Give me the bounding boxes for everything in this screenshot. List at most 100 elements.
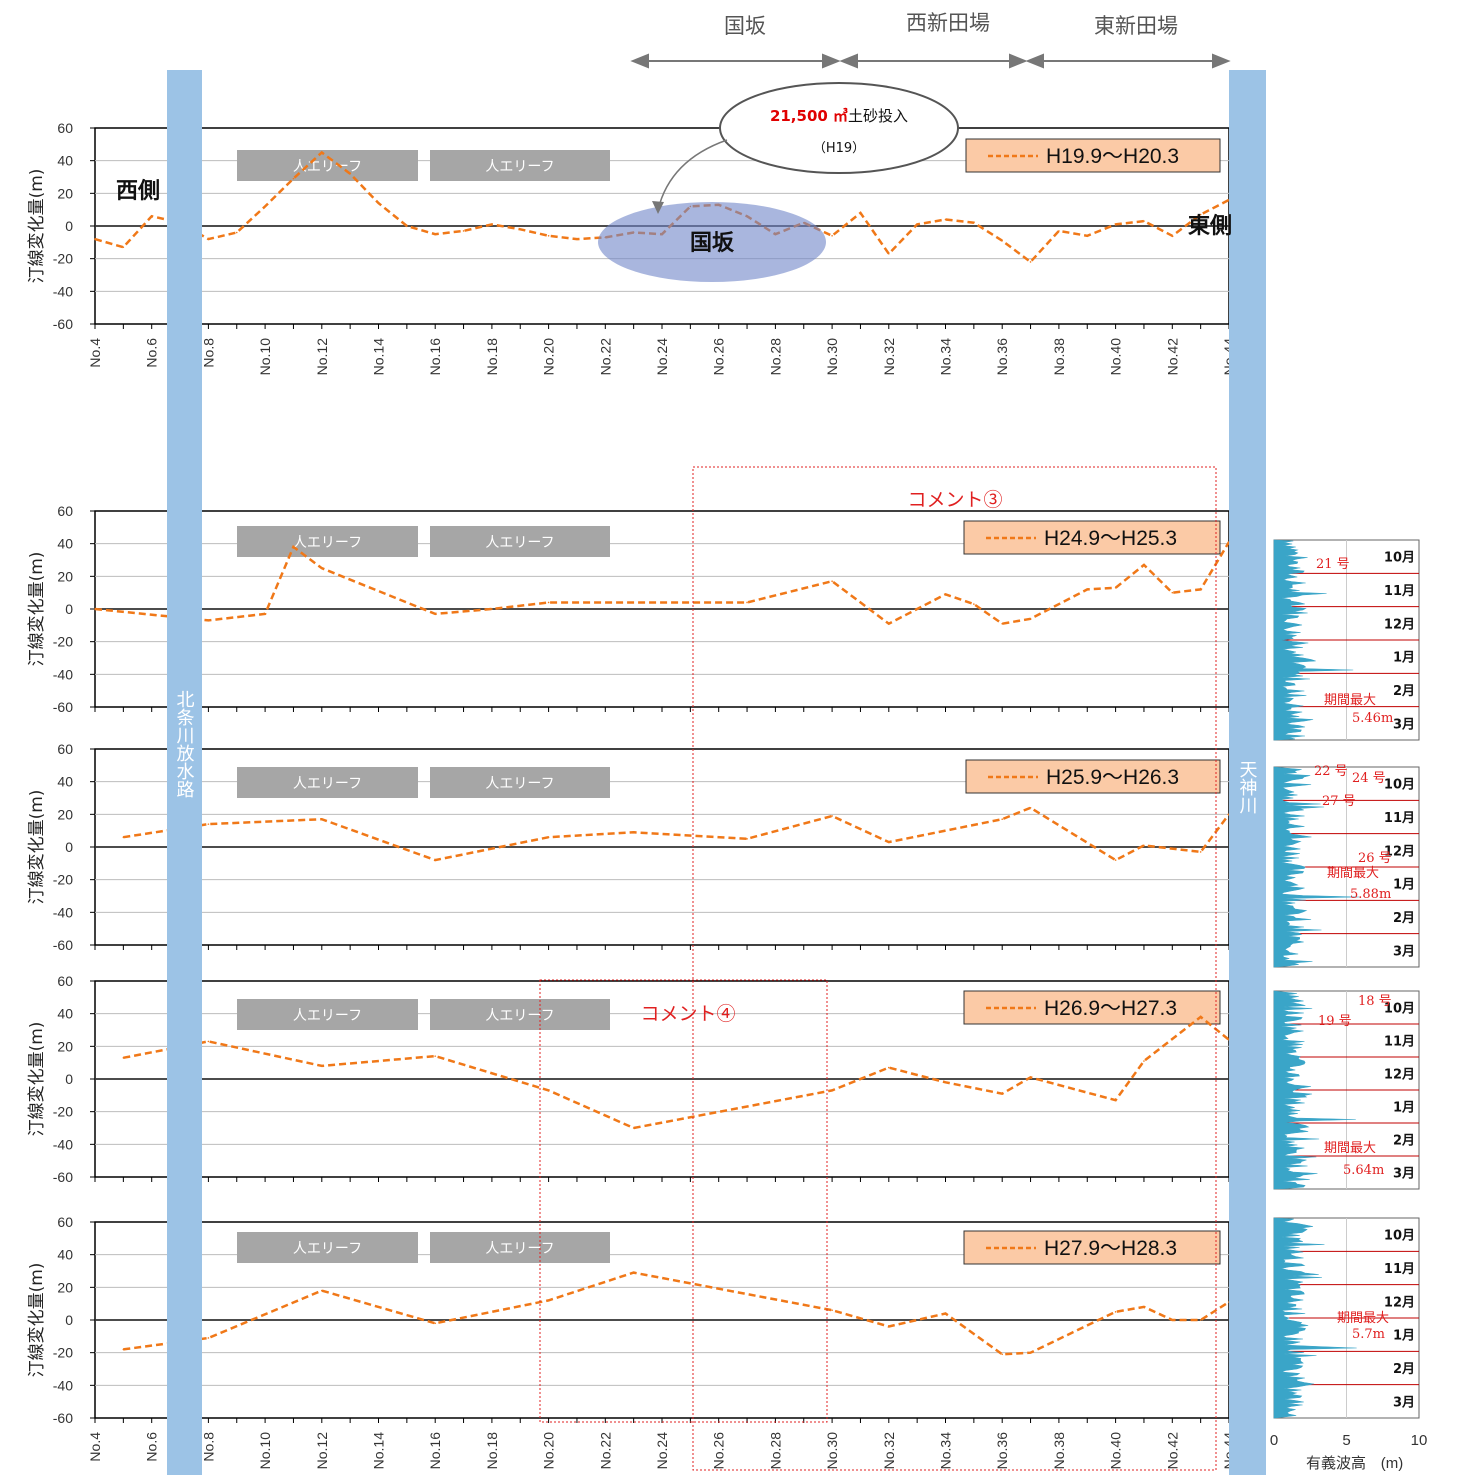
data-point [292,546,295,548]
y-tick-label: -40 [53,1136,73,1152]
data-point [831,815,833,817]
callout-text: 土砂投入 [848,107,908,125]
data-point [1143,844,1145,847]
data-point [321,818,323,821]
y-tick-label: 20 [57,185,73,201]
data-point [122,246,125,249]
month-label: 11月 [1384,584,1415,599]
wave-annotation: 期間最大 [1327,866,1379,881]
y-tick-label: 40 [57,774,73,790]
x-tick-label: No.26 [711,338,727,376]
data-point [122,1348,125,1351]
month-label: 10月 [1384,1002,1415,1017]
x-tick-label: No.8 [200,338,216,368]
y-tick-label: 20 [57,568,73,584]
data-point [434,859,437,861]
wave-annotation: 5.7m [1352,1327,1385,1342]
wave-annotation: 26 号 [1358,851,1392,866]
data-point [746,838,748,840]
data-point [406,225,408,227]
artificial-reef-label: 人エリーフ [293,1008,362,1024]
callout-volume: 21,500 ㎥ [770,107,848,125]
month-label: 2月 [1393,911,1415,926]
artificial-reef [237,150,418,181]
region-label-nishi-shindenba: 西新田場 [906,11,990,35]
svg-text:21,500 ㎥土砂投入: 21,500 ㎥土砂投入 [770,107,908,125]
series-line [123,806,1230,862]
data-point [264,205,266,208]
y-tick-label: -20 [53,634,73,650]
data-point [1001,818,1003,821]
data-point [831,580,833,583]
x-tick-label: No.4 [87,338,103,368]
data-point [859,212,862,214]
data-point [547,235,550,237]
data-point [1086,588,1089,591]
data-point [207,1337,210,1339]
y-axis-label: 汀線変化量(m) [27,790,47,905]
sand-callout: 21,500 ㎥土砂投入 （H19） [652,82,959,214]
data-point [1199,1016,1202,1018]
data-point [434,1055,437,1057]
region-header: 国坂 西新田場 東新田場 [630,11,1231,69]
data-point [1001,239,1003,242]
y-tick-label: 40 [57,1247,73,1263]
data-point [1171,235,1174,237]
month-label: 3月 [1393,1167,1415,1182]
data-point [944,1081,947,1084]
artificial-reef [430,767,610,798]
data-point [888,1066,890,1069]
data-point [1114,223,1117,226]
chart-panel-4: 60 40 20 0 -20 -40 -60 汀線変化量(m) 人エリーフ 人エリーフ H26.9〜… [27,973,1230,1185]
west-side-label: 西側 [116,179,160,204]
data-point [519,228,522,231]
month-label: 12月 [1384,1068,1415,1083]
region-label-higashi-shindenba: 東新田場 [1094,14,1178,38]
x-tick-label: No.8 [200,1432,216,1462]
data-point [1199,851,1202,853]
data-point [1058,230,1060,232]
y-tick-label: -60 [53,699,73,715]
y-tick-label: -40 [53,904,73,920]
artificial-reef-label: 人エリーフ [485,535,554,551]
east-side-label: 東側 [1188,214,1232,239]
data-point [746,601,748,604]
data-point [434,1322,437,1325]
artificial-reef [430,999,610,1030]
data-point [547,601,550,604]
data-point [1199,1319,1202,1321]
wave-annotation: 22 号 [1314,764,1348,779]
data-point [1001,622,1003,625]
x-tick-label: No.14 [371,1432,387,1470]
legend-label: H26.9〜H27.3 [1044,997,1177,1020]
artificial-reef [237,999,418,1030]
y-tick-label: -40 [53,283,73,299]
x-tick-label: No.10 [257,1432,273,1470]
kunisaka-highlight-label: 国坂 [690,231,735,256]
comment-4-label: コメント④ [640,1003,735,1025]
x-tick-label: No.34 [938,1432,954,1470]
y-axis-label: 汀線変化量(m) [27,1263,47,1378]
data-point [576,238,578,240]
series-line [123,1271,1230,1356]
month-label: 12月 [1384,617,1415,632]
series-line [123,1015,1230,1130]
x-tick-label: No.38 [1051,1432,1067,1470]
data-point [1114,1099,1117,1102]
legend-label: H24.9〜H25.3 [1044,527,1177,550]
artificial-reef-label: 人エリーフ [485,1241,554,1257]
month-label: 1月 [1393,878,1415,893]
artificial-reef-label: 人エリーフ [485,1008,554,1024]
data-point [973,603,975,605]
chart-panel-3: 60 40 20 0 -20 -40 -60 汀線変化量(m) 人エリーフ 人エリーフ H25.9〜… [27,741,1230,953]
data-point [122,1056,125,1059]
x-tick-label: No.30 [824,1432,840,1470]
data-point [1171,1319,1174,1321]
data-point [1143,220,1145,222]
x-tick-label: No.22 [597,1432,613,1470]
y-axis-label: 汀線変化量(m) [27,1022,47,1137]
data-point [321,1289,323,1292]
month-label: 2月 [1393,1134,1415,1149]
x-tick-label: No.32 [881,338,897,376]
artificial-reef-label: 人エリーフ [293,159,362,175]
